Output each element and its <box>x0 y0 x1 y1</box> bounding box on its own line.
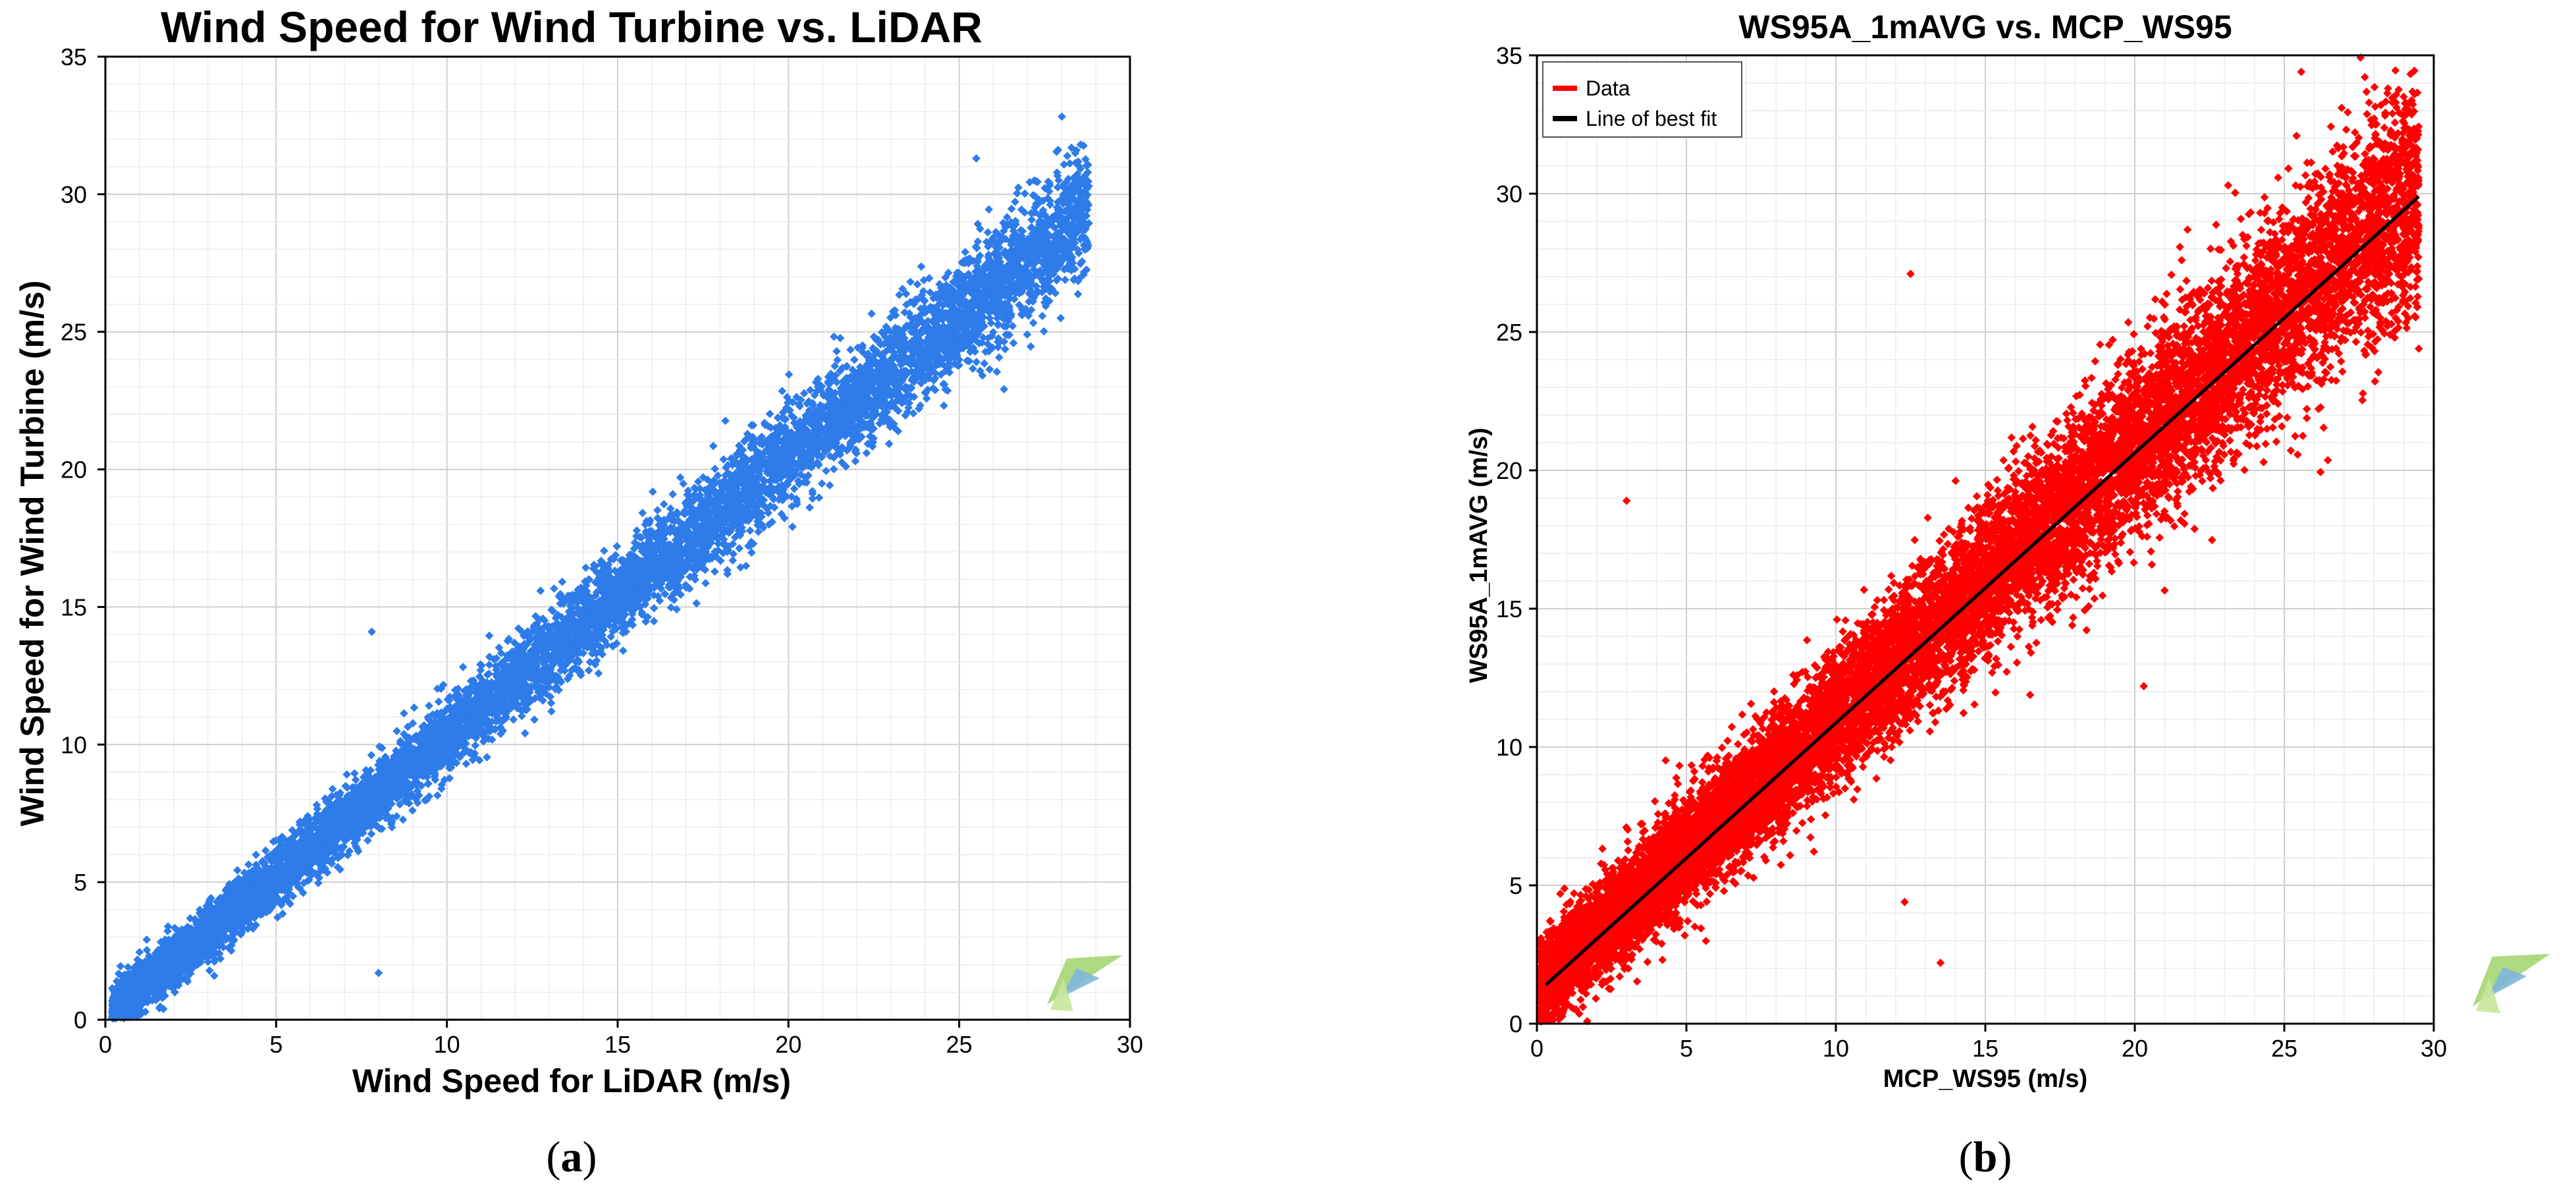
data-point <box>612 542 622 551</box>
data-point <box>884 439 894 449</box>
data-point <box>392 727 402 736</box>
data-point <box>709 441 718 451</box>
data-point <box>728 556 738 565</box>
data-point <box>350 769 359 778</box>
data-point <box>485 631 494 640</box>
data-point <box>1058 112 1066 121</box>
data-point <box>408 806 417 815</box>
data-point <box>244 860 253 869</box>
chart-a-points <box>108 112 1093 1022</box>
data-point <box>711 567 719 576</box>
data-point <box>721 416 730 426</box>
data-point <box>817 479 826 488</box>
data-point <box>550 584 558 593</box>
data-point <box>822 466 831 476</box>
data-point <box>692 599 701 608</box>
data-point <box>1007 204 1016 213</box>
data-point <box>917 262 926 271</box>
data-point <box>458 663 468 671</box>
data-point <box>985 365 994 374</box>
data-point <box>433 791 442 800</box>
data-point <box>836 333 845 343</box>
data-point <box>558 577 567 586</box>
data-point <box>638 509 647 517</box>
data-point <box>521 729 529 738</box>
data-point <box>969 364 977 373</box>
data-point <box>653 506 662 514</box>
data-point <box>116 962 125 971</box>
chart-a-grid <box>105 56 1131 1020</box>
data-point <box>701 578 710 588</box>
data-point <box>135 948 144 956</box>
data-point <box>778 387 787 396</box>
data-point <box>984 205 994 214</box>
data-point <box>483 753 491 762</box>
data-point <box>851 457 860 466</box>
data-point <box>940 401 948 410</box>
chart-a-title: Wind Speed for Wind Turbine vs. LiDAR <box>161 3 982 51</box>
data-point <box>808 494 817 503</box>
data-point <box>410 703 419 712</box>
data-point <box>1013 189 1021 198</box>
data-point <box>788 522 797 531</box>
data-point <box>719 455 728 464</box>
data-point <box>1038 312 1047 320</box>
data-point <box>1056 314 1065 323</box>
data-point <box>1073 290 1083 298</box>
data-point <box>830 332 838 341</box>
data-point <box>1011 197 1019 206</box>
data-point <box>825 481 834 490</box>
data-point <box>233 866 242 875</box>
data-point <box>992 367 1002 376</box>
data-point <box>867 309 876 318</box>
data-point <box>425 701 433 710</box>
data-point <box>1039 327 1048 336</box>
data-point <box>649 617 658 626</box>
